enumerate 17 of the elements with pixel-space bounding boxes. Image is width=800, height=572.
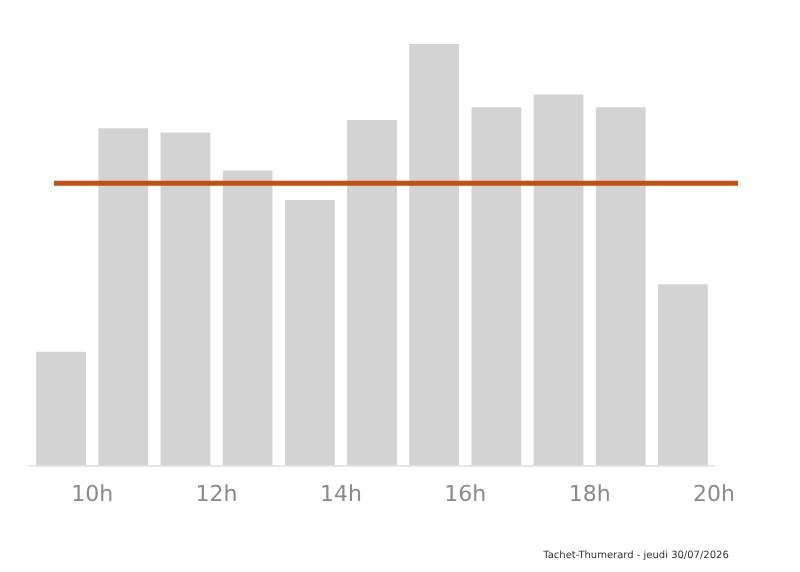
x-tick-label: 12h <box>195 480 238 507</box>
bar <box>284 199 335 466</box>
x-tick-label: 16h <box>444 480 487 507</box>
x-tick-label: 14h <box>319 480 362 507</box>
x-tick-label: 18h <box>568 480 611 507</box>
x-tick-label: 20h <box>693 480 736 507</box>
bar <box>471 107 522 466</box>
bar <box>409 44 460 466</box>
bar <box>347 119 397 466</box>
bar <box>533 94 584 466</box>
bar <box>595 107 646 466</box>
bar <box>160 132 211 466</box>
bar <box>658 284 708 466</box>
bar <box>98 128 149 466</box>
x-tick-label: 10h <box>71 480 114 507</box>
bar <box>222 170 273 466</box>
bar <box>36 351 86 466</box>
